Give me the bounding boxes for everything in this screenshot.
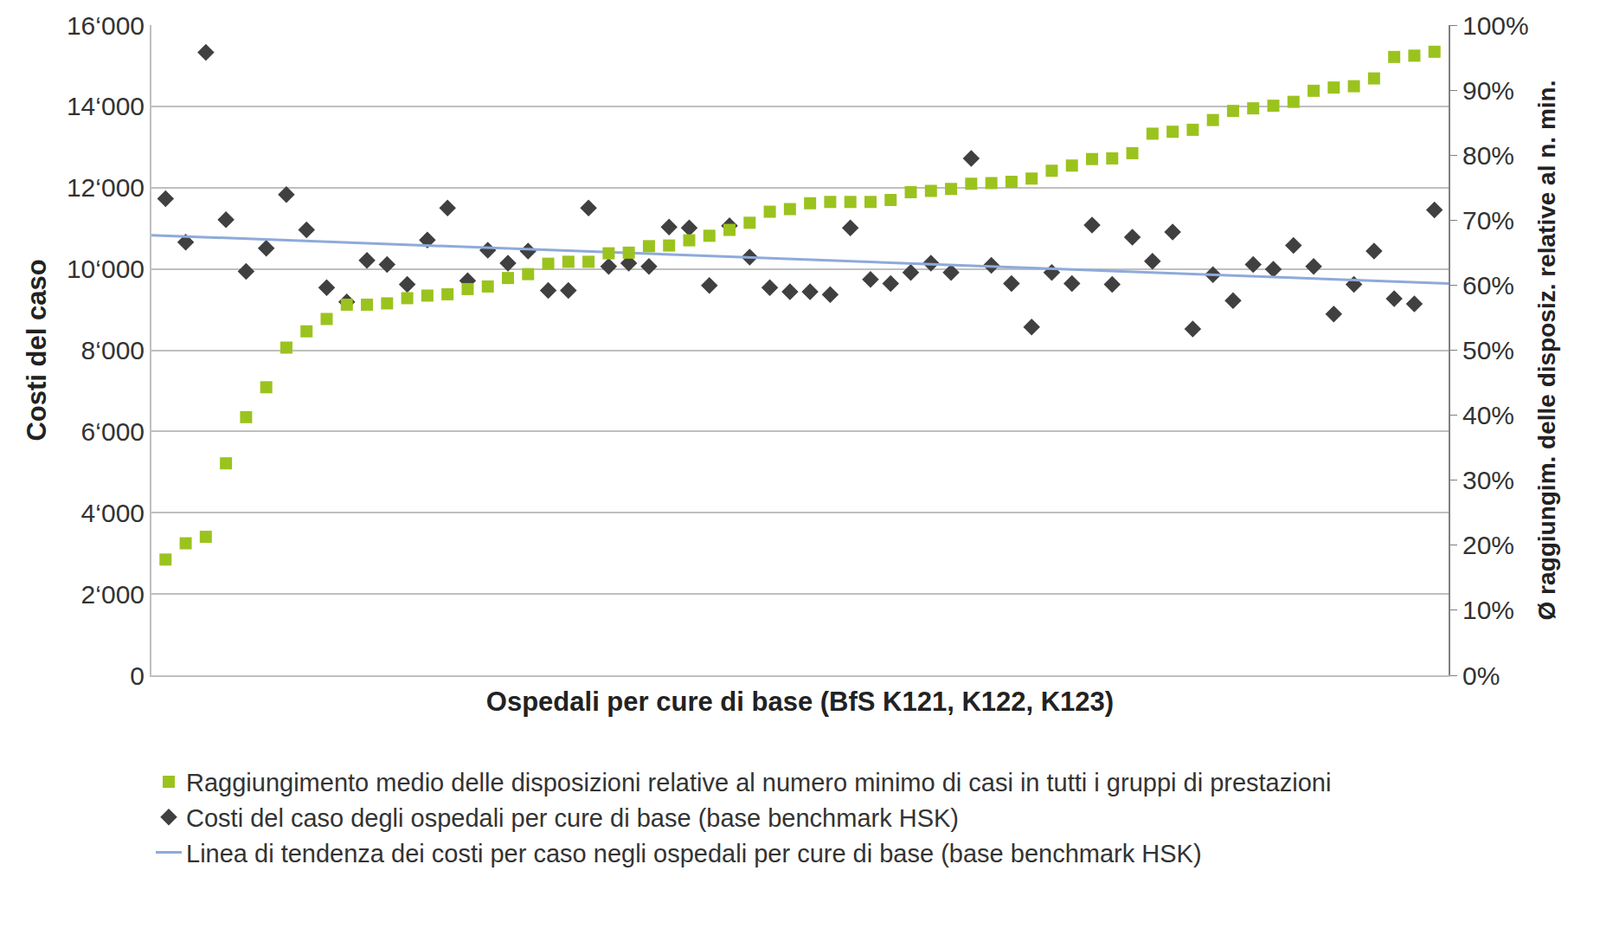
svg-text:16‘000: 16‘000 bbox=[66, 11, 145, 40]
svg-text:0%: 0% bbox=[1462, 661, 1500, 690]
svg-text:60%: 60% bbox=[1462, 270, 1515, 300]
svg-text:80%: 80% bbox=[1462, 141, 1515, 170]
svg-text:4‘000: 4‘000 bbox=[81, 498, 145, 527]
svg-text:Ospedali per cure di base (BfS: Ospedali per cure di base (BfS K121, K12… bbox=[486, 686, 1114, 717]
svg-text:10‘000: 10‘000 bbox=[66, 254, 145, 283]
svg-text:Raggiungimento medio delle dis: Raggiungimento medio delle disposizioni … bbox=[186, 768, 1331, 797]
svg-text:30%: 30% bbox=[1462, 465, 1515, 495]
svg-text:10%: 10% bbox=[1462, 595, 1515, 624]
svg-text:50%: 50% bbox=[1462, 335, 1515, 365]
svg-text:Ø raggiungim. delle disposiz.: Ø raggiungim. delle disposiz. relative a… bbox=[1533, 80, 1561, 621]
svg-text:90%: 90% bbox=[1462, 76, 1515, 105]
svg-text:Linea di tendenza dei costi pe: Linea di tendenza dei costi per caso neg… bbox=[186, 839, 1202, 868]
svg-text:20%: 20% bbox=[1462, 530, 1515, 560]
svg-text:14‘000: 14‘000 bbox=[66, 91, 145, 121]
svg-text:12‘000: 12‘000 bbox=[66, 173, 145, 202]
svg-text:8‘000: 8‘000 bbox=[81, 335, 145, 365]
svg-text:0: 0 bbox=[129, 661, 145, 690]
svg-text:100%: 100% bbox=[1462, 11, 1530, 40]
svg-text:70%: 70% bbox=[1462, 205, 1515, 235]
svg-text:40%: 40% bbox=[1462, 400, 1515, 430]
svg-text:6‘000: 6‘000 bbox=[81, 417, 145, 446]
svg-text:Costi del caso degli ospedali: Costi del caso degli ospedali per cure d… bbox=[186, 803, 959, 832]
svg-text:2‘000: 2‘000 bbox=[81, 579, 145, 609]
svg-text:Costi del caso: Costi del caso bbox=[21, 258, 52, 441]
